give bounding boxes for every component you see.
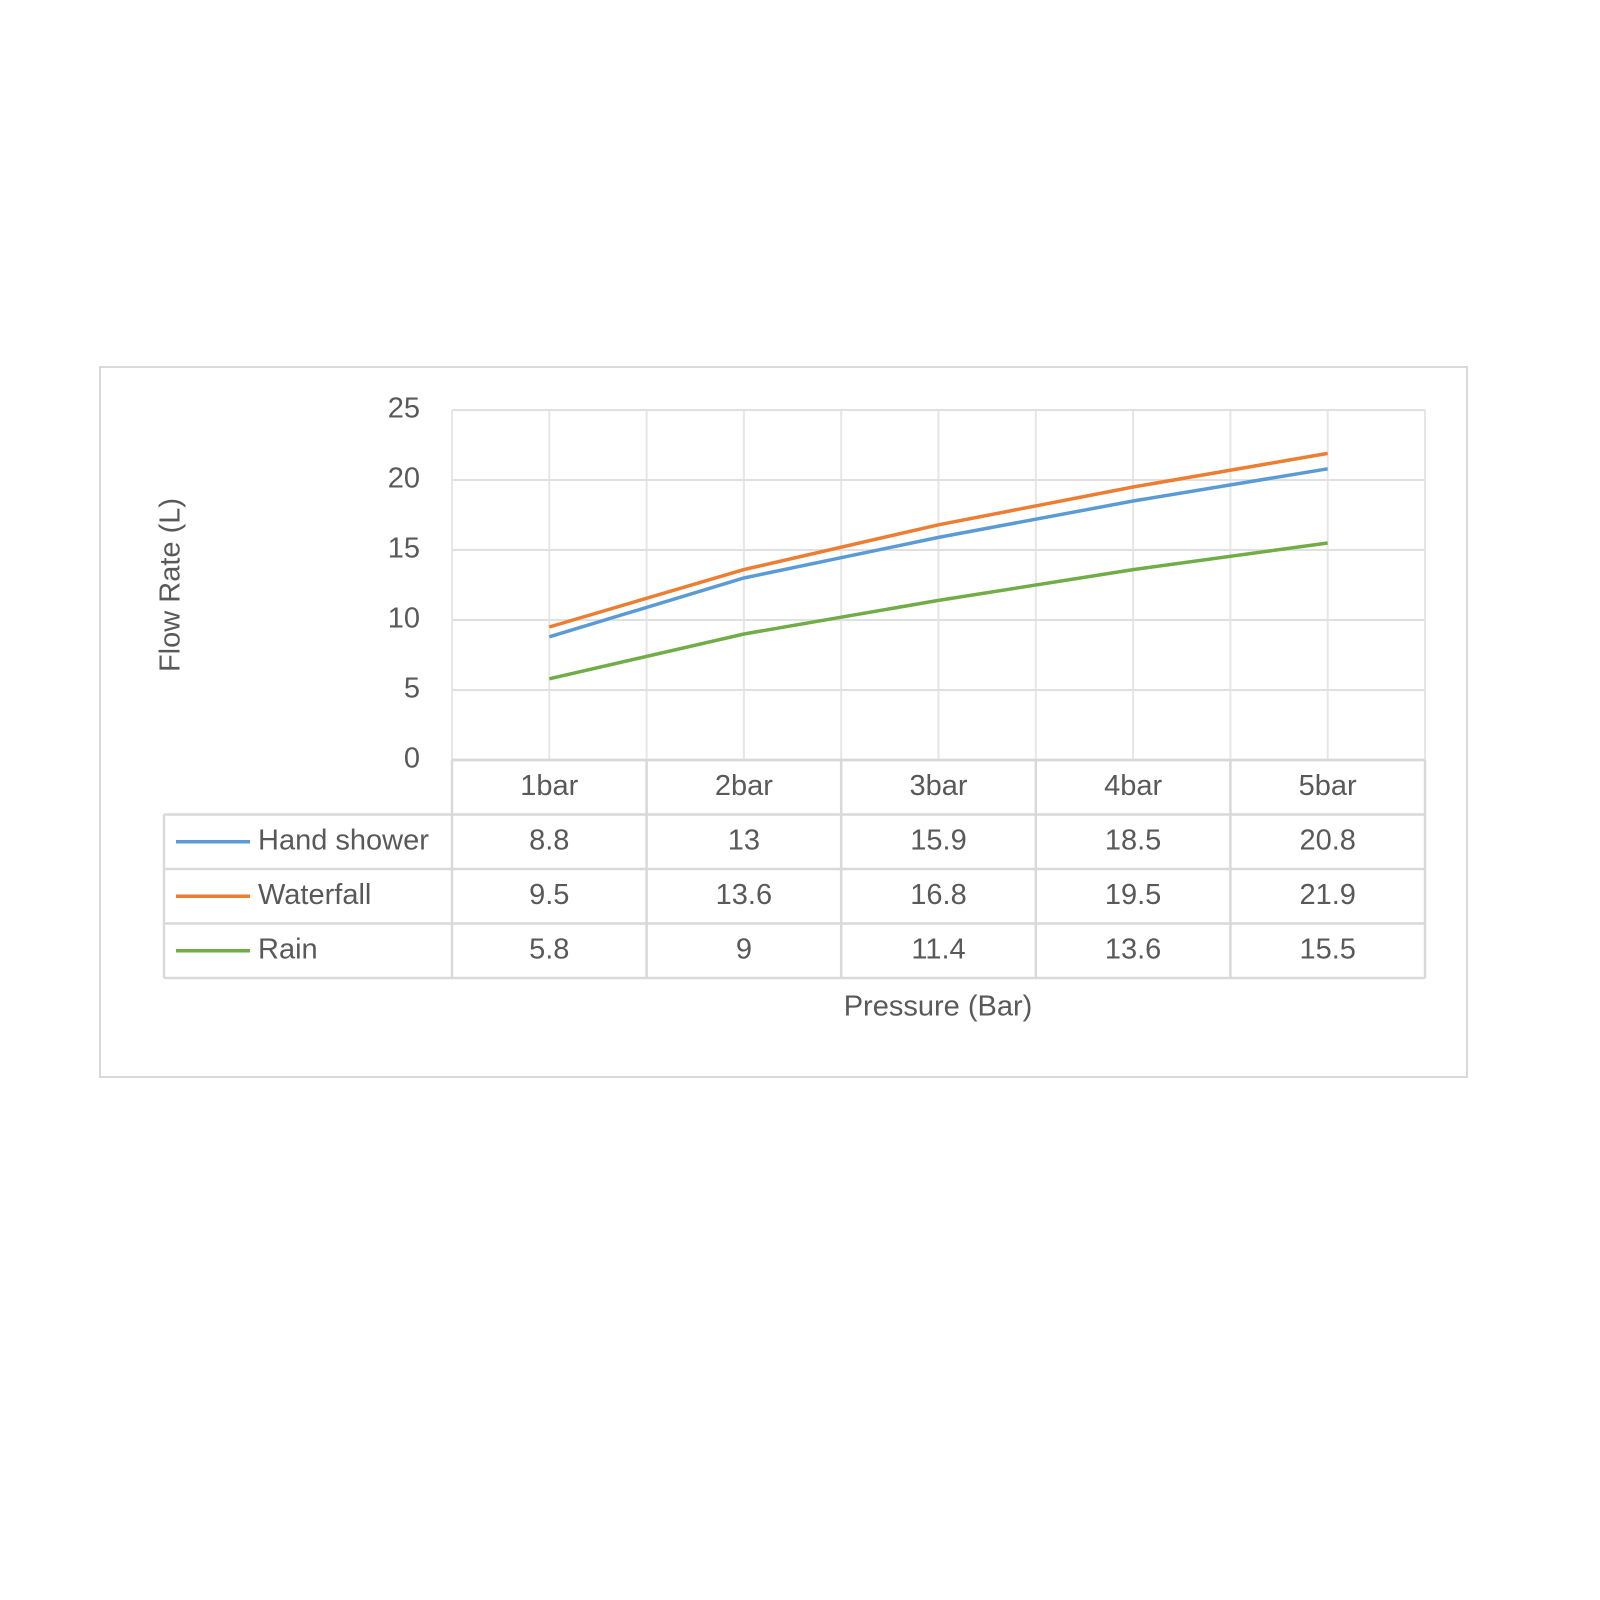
y-tick-label: 10	[388, 603, 420, 635]
table-value: 5.8	[529, 933, 569, 965]
x-tick-label: 5bar	[1299, 770, 1357, 802]
series-line	[548, 541, 1328, 681]
x-tick-label: 1bar	[520, 770, 578, 802]
legend-label: Waterfall	[258, 879, 371, 911]
legend-label: Rain	[258, 933, 318, 965]
x-tick-label: 2bar	[715, 770, 773, 802]
table-value: 9.5	[529, 879, 569, 911]
table-value: 9	[736, 933, 752, 965]
series-line	[548, 467, 1328, 639]
table-value: 20.8	[1299, 824, 1355, 856]
table-value: 13.6	[1105, 933, 1161, 965]
chart-frame	[99, 366, 1468, 1078]
table-value: 11.4	[911, 933, 965, 965]
x-tick-label: 3bar	[909, 770, 967, 802]
y-tick-label: 25	[388, 393, 420, 425]
table-value: 18.5	[1105, 824, 1161, 856]
table-value: 21.9	[1299, 879, 1355, 911]
table-value: 16.8	[910, 879, 966, 911]
y-tick-label: 20	[388, 463, 420, 495]
table-value: 13	[728, 824, 760, 856]
x-tick-label: 4bar	[1104, 770, 1162, 802]
series-line	[548, 451, 1328, 629]
table-value: 13.6	[716, 879, 772, 911]
y-tick-label: 5	[404, 673, 420, 705]
x-axis-title: Pressure (Bar)	[844, 991, 1033, 1023]
legend-label: Hand shower	[258, 824, 429, 856]
y-axis-title: Flow Rate (L)	[155, 498, 187, 672]
table-value: 19.5	[1105, 879, 1161, 911]
y-tick-label: 15	[388, 533, 420, 565]
table-value: 15.9	[910, 824, 966, 856]
table-value: 15.5	[1299, 933, 1355, 965]
y-tick-label: 0	[404, 743, 420, 775]
table-value: 8.8	[529, 824, 569, 856]
